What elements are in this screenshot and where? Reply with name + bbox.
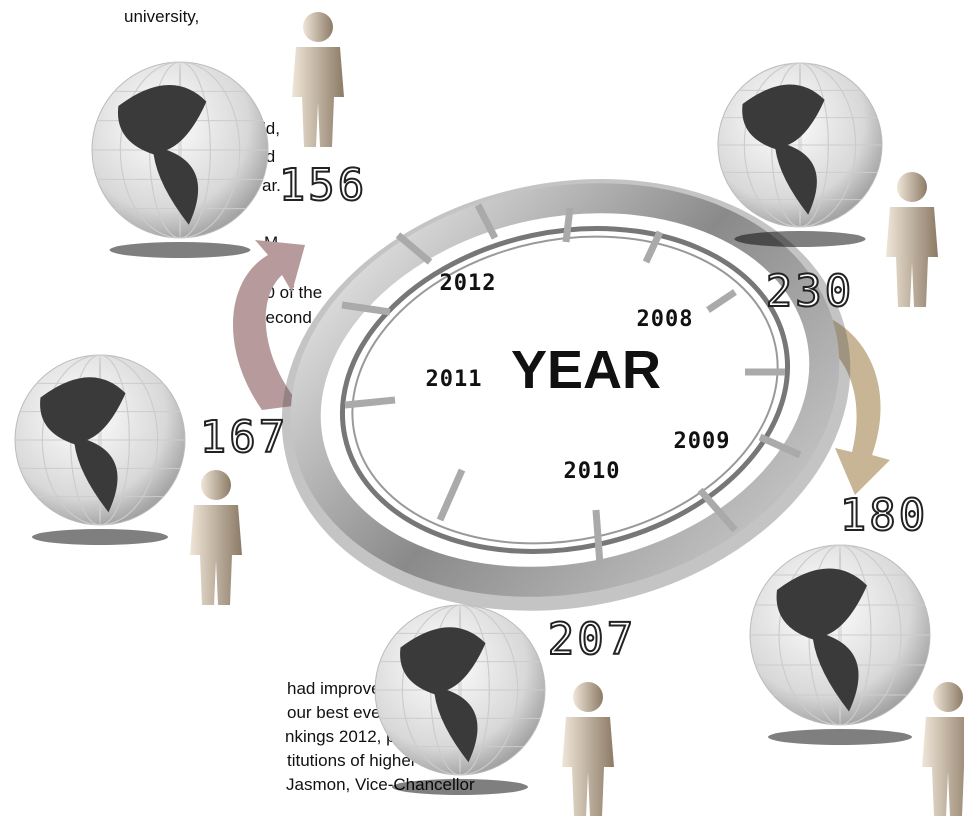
globe-shadow [392, 779, 528, 795]
paragraph-line: our best ever [287, 703, 387, 722]
year-label: 2012 [440, 271, 497, 296]
rank-label: 230 [766, 266, 854, 317]
globe [15, 355, 185, 545]
rank-label: 167 [200, 412, 288, 463]
globe-shadow [32, 529, 168, 545]
rank-label: 180 [840, 490, 928, 541]
person-body [190, 505, 242, 605]
globe-shadow [734, 231, 865, 247]
person [292, 12, 344, 147]
globe-shadow [768, 729, 912, 745]
person-body [922, 717, 964, 816]
person [922, 682, 964, 816]
rank-label: 207 [548, 614, 636, 665]
person-body [886, 207, 938, 307]
globe [92, 62, 268, 258]
person-head [303, 12, 333, 42]
infographic: university, ld, ld ar. M her 00 of the s… [0, 0, 964, 816]
person-body [562, 717, 614, 816]
year-label: 2010 [564, 459, 621, 484]
year-label: 2009 [674, 429, 731, 454]
year-label: 2011 [426, 367, 483, 392]
globe-shadow [110, 242, 251, 258]
globe [750, 545, 930, 745]
center-label: YEAR [511, 340, 661, 400]
person [190, 470, 242, 605]
person [562, 682, 614, 816]
person-head [573, 682, 603, 712]
paragraph-line: university, [124, 7, 199, 26]
person-body [292, 47, 344, 147]
rank-label: 156 [279, 160, 367, 211]
person-head [897, 172, 927, 202]
person-head [201, 470, 231, 500]
year-label: 2008 [637, 307, 694, 332]
person [886, 172, 938, 307]
person-head [933, 682, 963, 712]
